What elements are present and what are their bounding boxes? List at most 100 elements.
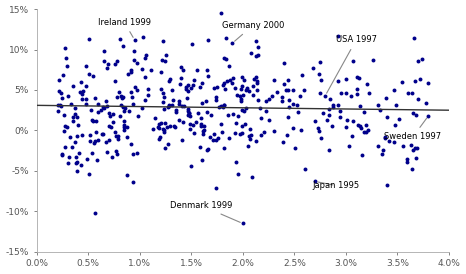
- Point: [326, 107, 333, 112]
- Point: [290, 102, 297, 106]
- Point: [67, 135, 74, 139]
- Point: [171, 125, 178, 129]
- Point: [204, 74, 212, 78]
- Point: [94, 102, 101, 106]
- Point: [186, 122, 193, 127]
- Point: [294, 103, 301, 107]
- Point: [220, 81, 228, 86]
- Point: [78, 133, 86, 137]
- Point: [247, 127, 254, 131]
- Point: [257, 105, 264, 110]
- Point: [425, 114, 432, 118]
- Point: [281, 82, 288, 86]
- Point: [91, 210, 98, 215]
- Point: [119, 105, 126, 109]
- Point: [161, 121, 169, 125]
- Point: [409, 148, 417, 152]
- Point: [225, 136, 233, 140]
- Point: [236, 132, 244, 137]
- Point: [215, 105, 223, 110]
- Point: [64, 93, 72, 98]
- Point: [232, 121, 240, 126]
- Point: [271, 129, 278, 133]
- Point: [61, 124, 69, 129]
- Point: [200, 124, 208, 128]
- Point: [72, 155, 80, 160]
- Point: [179, 103, 186, 108]
- Point: [358, 152, 365, 157]
- Point: [369, 58, 377, 62]
- Point: [385, 139, 393, 143]
- Point: [159, 100, 166, 104]
- Point: [252, 139, 260, 144]
- Point: [254, 79, 261, 84]
- Point: [135, 114, 142, 118]
- Point: [107, 125, 114, 129]
- Point: [178, 65, 185, 69]
- Point: [279, 139, 287, 144]
- Text: Germany 2000: Germany 2000: [222, 21, 284, 41]
- Point: [105, 111, 112, 115]
- Point: [342, 124, 350, 129]
- Point: [161, 59, 169, 63]
- Point: [121, 109, 128, 114]
- Point: [238, 131, 246, 135]
- Point: [220, 146, 227, 150]
- Point: [55, 89, 63, 94]
- Point: [182, 85, 190, 90]
- Point: [116, 114, 123, 118]
- Point: [139, 35, 147, 39]
- Point: [57, 103, 64, 107]
- Point: [250, 77, 258, 81]
- Point: [212, 95, 220, 99]
- Point: [101, 59, 108, 63]
- Point: [187, 86, 195, 90]
- Point: [283, 88, 290, 92]
- Point: [377, 107, 384, 112]
- Point: [67, 102, 75, 106]
- Point: [229, 76, 236, 80]
- Point: [219, 83, 226, 88]
- Point: [117, 103, 125, 107]
- Point: [355, 123, 362, 128]
- Point: [217, 11, 225, 15]
- Point: [398, 80, 405, 85]
- Point: [155, 122, 163, 126]
- Point: [274, 90, 281, 95]
- Point: [348, 94, 355, 99]
- Point: [128, 89, 135, 94]
- Point: [239, 75, 246, 79]
- Point: [212, 185, 219, 190]
- Point: [79, 96, 86, 101]
- Point: [116, 36, 124, 41]
- Point: [95, 110, 102, 114]
- Point: [239, 221, 247, 226]
- Point: [242, 88, 249, 92]
- Point: [309, 65, 317, 70]
- Point: [207, 113, 215, 117]
- Point: [218, 121, 225, 126]
- Point: [220, 56, 227, 60]
- Point: [134, 88, 141, 92]
- Point: [75, 151, 83, 156]
- Point: [127, 68, 135, 73]
- Point: [89, 74, 97, 79]
- Point: [73, 159, 80, 164]
- Point: [239, 84, 246, 88]
- Point: [203, 68, 211, 72]
- Point: [180, 104, 188, 109]
- Point: [381, 135, 389, 139]
- Point: [55, 109, 62, 113]
- Point: [148, 68, 155, 72]
- Point: [175, 102, 183, 106]
- Point: [254, 81, 261, 85]
- Point: [236, 94, 244, 98]
- Point: [232, 85, 239, 90]
- Point: [69, 84, 76, 88]
- Point: [69, 119, 77, 124]
- Point: [63, 125, 70, 129]
- Point: [200, 128, 208, 133]
- Point: [77, 162, 84, 167]
- Point: [123, 135, 130, 139]
- Text: Japan 1995: Japan 1995: [312, 181, 359, 190]
